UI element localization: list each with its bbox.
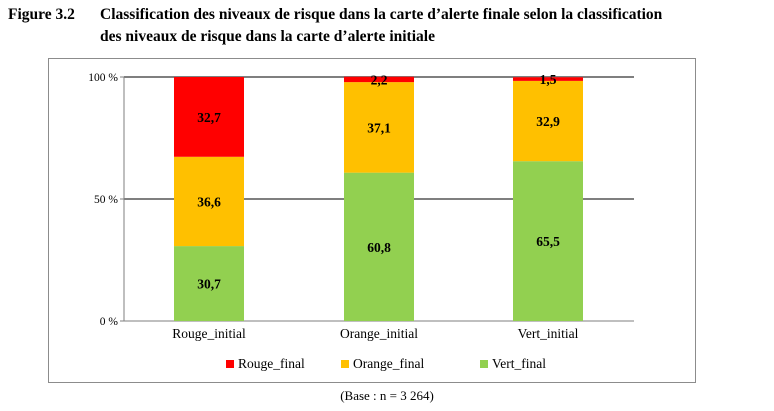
bar-segment bbox=[344, 82, 414, 173]
legend-swatch bbox=[226, 360, 234, 368]
data-label: 32,9 bbox=[536, 114, 560, 129]
bar-segment bbox=[513, 161, 583, 321]
figure-number: Figure 3.2 bbox=[8, 6, 75, 23]
base-note: (Base : n = 3 264) bbox=[340, 388, 434, 403]
bar-segment bbox=[174, 156, 244, 247]
data-label: 32,7 bbox=[197, 110, 221, 125]
figure-title-line2: des niveaux de risque dans la carte d’al… bbox=[100, 28, 435, 45]
legend-swatch bbox=[480, 360, 488, 368]
bar-segment bbox=[513, 80, 583, 162]
data-label: 60,8 bbox=[367, 240, 391, 255]
legend-label: Vert_final bbox=[492, 356, 546, 371]
data-label: 37,1 bbox=[367, 120, 391, 135]
bar-segment bbox=[344, 76, 414, 83]
legend-swatch bbox=[341, 360, 349, 368]
figure-title-line1: Classification des niveaux de risque dan… bbox=[100, 6, 663, 23]
legend-label: Orange_final bbox=[353, 356, 424, 371]
data-label: 65,5 bbox=[536, 234, 560, 249]
data-label: 36,6 bbox=[197, 194, 221, 209]
data-label: 30,7 bbox=[197, 277, 221, 292]
bar-segment bbox=[513, 77, 583, 81]
bar-segment bbox=[174, 77, 244, 157]
y-tick-label: 0 % bbox=[100, 316, 119, 328]
data-label: 1,5 bbox=[540, 72, 557, 87]
bar-segment bbox=[344, 172, 414, 321]
category-label: Orange_initial bbox=[340, 326, 418, 341]
y-tick-label: 50 % bbox=[94, 194, 118, 206]
category-label: Rouge_initial bbox=[172, 326, 246, 341]
legend-label: Rouge_final bbox=[238, 356, 305, 371]
stacked-bar-chart: 0 % 50 % 100 % 30,7 36,6 32,7 Rouge_initial 60,… bbox=[88, 72, 634, 371]
category-label: Vert_initial bbox=[518, 326, 579, 341]
figure-title: Figure 3.2 Classification des niveaux de … bbox=[8, 4, 768, 48]
y-tick-label: 100 % bbox=[88, 72, 118, 84]
data-label: 2,2 bbox=[371, 72, 388, 87]
bar-segment bbox=[174, 246, 244, 321]
